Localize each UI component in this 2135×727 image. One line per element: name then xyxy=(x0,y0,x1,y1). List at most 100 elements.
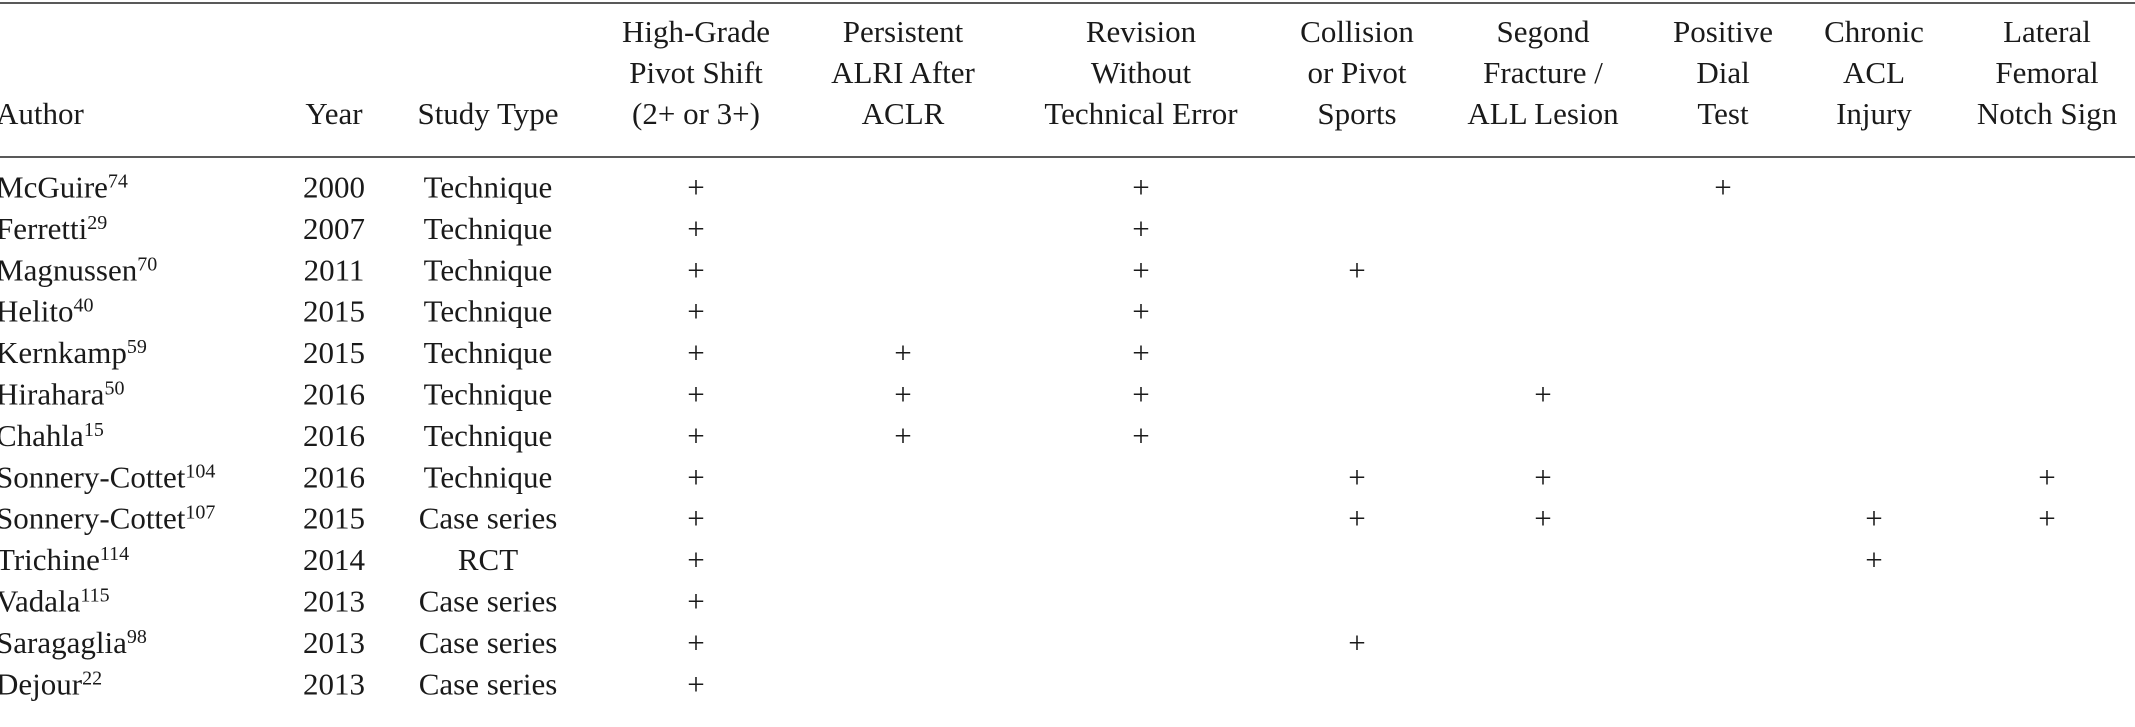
author-cell: McGuire74 xyxy=(0,170,128,205)
plus-mark: + xyxy=(687,459,704,494)
plus-mark: + xyxy=(1534,459,1551,494)
plus-mark: + xyxy=(894,335,911,370)
plus-mark: + xyxy=(687,377,704,412)
plus-mark: + xyxy=(1132,211,1149,246)
row-cell: Technique xyxy=(424,170,553,205)
author-cell: Dejour22 xyxy=(0,666,102,701)
reference: 70 xyxy=(137,253,157,275)
row-cell: Technique xyxy=(424,294,553,329)
plus-mark: + xyxy=(1534,377,1551,412)
plus-mark: + xyxy=(687,170,704,205)
plus-mark: + xyxy=(2038,501,2055,536)
row-cell: Case series xyxy=(419,625,558,660)
author-name: Kernkamp xyxy=(0,335,127,370)
row-cell: Technique xyxy=(424,418,553,453)
plus-mark: + xyxy=(1132,170,1149,205)
plus-mark: + xyxy=(894,418,911,453)
column-header: or Pivot xyxy=(1307,55,1406,90)
row-cell: 2013 xyxy=(303,625,365,660)
column-header: Lateral xyxy=(2003,14,2091,49)
plus-mark: + xyxy=(687,335,704,370)
column-header: Injury xyxy=(1836,96,1912,131)
plus-mark: + xyxy=(687,501,704,536)
author-name: Saragaglia xyxy=(0,625,127,660)
reference: 115 xyxy=(80,585,109,607)
plus-mark: + xyxy=(1132,252,1149,287)
author-name: Helito xyxy=(0,294,74,329)
column-header: Test xyxy=(1697,96,1749,131)
column-header: ACLR xyxy=(862,96,945,131)
column-header: Collision xyxy=(1300,14,1414,49)
row-cell: 2015 xyxy=(303,335,365,370)
author-cell: Sonnery-Cottet104 xyxy=(0,459,215,494)
author-name: Chahla xyxy=(0,418,84,453)
column-header: Fracture / xyxy=(1483,55,1603,90)
author-name: Hirahara xyxy=(0,377,105,412)
author-name: Magnussen xyxy=(0,252,138,287)
row-cell: 2014 xyxy=(303,542,366,577)
column-header: (2+ or 3+) xyxy=(632,96,760,131)
plus-mark: + xyxy=(1348,625,1365,660)
reference: 104 xyxy=(185,460,215,482)
row-cell: 2013 xyxy=(303,584,365,619)
column-header: Pivot Shift xyxy=(629,55,763,90)
author-name: Dejour xyxy=(0,666,83,701)
column-header: ALRI After xyxy=(831,55,975,90)
plus-mark: + xyxy=(687,294,704,329)
column-header: Persistent xyxy=(843,14,964,49)
author-cell: Chahla15 xyxy=(0,418,104,453)
row-cell: 2016 xyxy=(303,418,365,453)
author-name: Sonnery-Cottet xyxy=(0,501,186,536)
row-cell: RCT xyxy=(458,542,518,577)
plus-mark: + xyxy=(687,252,704,287)
plus-mark: + xyxy=(1348,501,1365,536)
reference: 22 xyxy=(82,667,102,689)
column-header: Notch Sign xyxy=(1977,96,2118,131)
author-cell: Helito40 xyxy=(0,294,94,329)
plus-mark: + xyxy=(894,377,911,412)
column-header: Study Type xyxy=(417,96,558,131)
column-header: High-Grade xyxy=(622,14,770,49)
reference: 98 xyxy=(127,626,147,648)
plus-mark: + xyxy=(1132,335,1149,370)
row-cell: 2016 xyxy=(303,459,365,494)
reference: 74 xyxy=(108,171,128,193)
author-name: Trichine xyxy=(0,542,100,577)
author-cell: Vadala115 xyxy=(0,584,110,619)
plus-mark: + xyxy=(687,666,704,701)
row-cell: 2013 xyxy=(303,666,365,701)
plus-mark: + xyxy=(1348,252,1365,287)
column-header: Dial xyxy=(1696,55,1749,90)
author-cell: Hirahara50 xyxy=(0,377,124,412)
column-header: Chronic xyxy=(1824,14,1924,49)
column-header: Author xyxy=(0,96,85,131)
author-name: McGuire xyxy=(0,170,108,205)
row-cell: Technique xyxy=(424,211,553,246)
plus-mark: + xyxy=(687,584,704,619)
row-cell: 2015 xyxy=(303,501,365,536)
plus-mark: + xyxy=(1348,459,1365,494)
author-cell: Trichine114 xyxy=(0,542,129,577)
row-cell: Case series xyxy=(419,584,558,619)
column-header: ALL Lesion xyxy=(1467,96,1619,131)
author-cell: Ferretti29 xyxy=(0,211,107,246)
plus-mark: + xyxy=(2038,459,2055,494)
author-name: Ferretti xyxy=(0,211,88,246)
row-cell: Case series xyxy=(419,501,558,536)
plus-mark: + xyxy=(1534,501,1551,536)
column-header: Technical Error xyxy=(1044,96,1238,131)
plus-mark: + xyxy=(1132,377,1149,412)
plus-mark: + xyxy=(687,625,704,660)
column-header: Positive xyxy=(1673,14,1773,49)
row-cell: 2011 xyxy=(304,252,365,287)
plus-mark: + xyxy=(1714,170,1731,205)
reference: 29 xyxy=(87,212,107,234)
reference: 107 xyxy=(185,502,215,524)
row-cell: 2015 xyxy=(303,294,365,329)
plus-mark: + xyxy=(687,211,704,246)
plus-mark: + xyxy=(687,418,704,453)
reference: 114 xyxy=(100,543,129,565)
column-header: Revision xyxy=(1086,14,1197,49)
